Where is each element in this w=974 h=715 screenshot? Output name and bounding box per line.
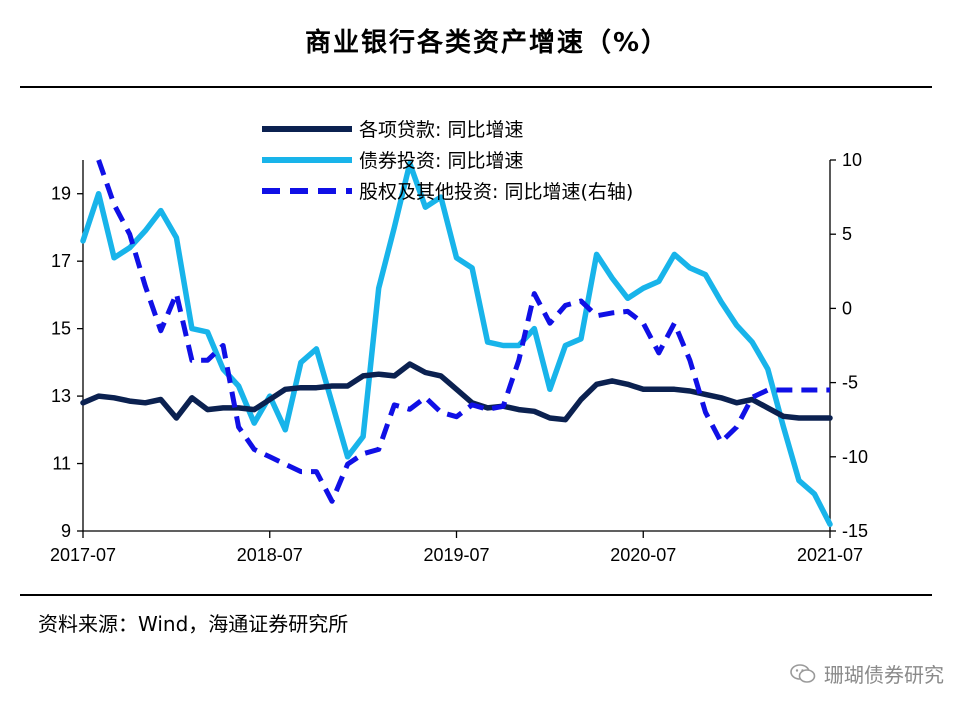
left-tick-label: 19	[51, 184, 71, 204]
axes: 9 11 13 15 17 19 -15 -10 -5 0 5 10 2017-07 2018-07 201…	[50, 150, 868, 565]
wechat-icon	[790, 663, 816, 683]
legend-label: 各项贷款: 同比增速	[359, 119, 523, 141]
x-tick-label: 2021-07	[797, 545, 863, 565]
chart-title: 商业银行各类资产增速（%）	[304, 28, 670, 58]
right-tick-label: -5	[842, 373, 858, 393]
footer-divider	[20, 594, 932, 596]
left-tick-label: 17	[51, 251, 71, 271]
left-tick-label: 11	[52, 454, 71, 474]
series-layer	[80, 159, 833, 528]
left-tick-label: 13	[51, 386, 71, 406]
legend-label: 股权及其他投资: 同比增速(右轴)	[359, 181, 633, 203]
wechat-watermark: 珊瑚债券研究	[790, 659, 944, 688]
x-tick-label: 2020-07	[610, 545, 676, 565]
watermark-text: 珊瑚债券研究	[824, 663, 944, 687]
right-tick-label: -15	[842, 521, 868, 541]
right-tick-label: 10	[842, 150, 862, 170]
left-tick-label: 15	[51, 319, 71, 339]
series-loans-line	[80, 361, 833, 423]
chart-canvas: 9 11 13 15 17 19 -15 -10 -5 0 5 10 2017-07 2018-07 201…	[50, 119, 868, 565]
right-tick-label: 5	[842, 224, 852, 244]
left-tick-label: 9	[61, 521, 71, 541]
right-tick-label: -10	[842, 447, 868, 467]
series-bonds-line	[80, 160, 833, 528]
legend-label: 债券投资: 同比增速	[359, 150, 523, 172]
source-note: 资料来源：Wind，海通证券研究所	[38, 612, 349, 636]
title-divider	[20, 86, 932, 88]
x-tick-label: 2017-07	[50, 545, 116, 565]
x-tick-label: 2019-07	[423, 545, 489, 565]
x-tick-label: 2018-07	[237, 545, 303, 565]
right-tick-label: 0	[842, 298, 852, 318]
